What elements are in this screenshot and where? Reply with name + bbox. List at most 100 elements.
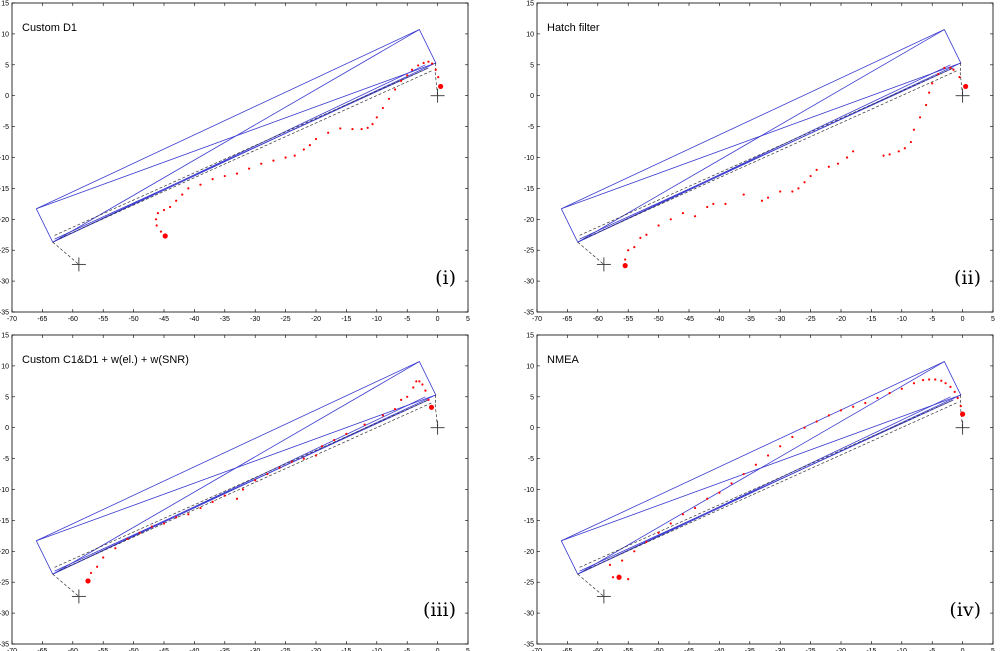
trajectory-point xyxy=(809,174,812,178)
reference-line xyxy=(434,404,438,428)
trajectory-point xyxy=(928,378,931,381)
x-tick-label: -55 xyxy=(98,316,108,323)
x-tick-label: -55 xyxy=(98,648,108,651)
y-tick-label: 15 xyxy=(1,1,9,8)
reference-line xyxy=(959,62,962,73)
reference-line xyxy=(59,70,433,239)
trajectory-point xyxy=(882,154,885,157)
y-tick-label: 15 xyxy=(1,333,9,340)
reference-line xyxy=(52,241,80,265)
trajectory-point xyxy=(211,500,214,503)
y-tick-label: -10 xyxy=(524,155,534,162)
trajectory-point xyxy=(958,76,961,79)
x-tick-label: -15 xyxy=(866,648,876,651)
trajectory-point xyxy=(912,128,916,131)
y-tick-label: -25 xyxy=(524,580,534,587)
chart-title: Hatch filter xyxy=(547,22,600,34)
y-tick-label: 10 xyxy=(1,363,9,370)
x-tick-label: -5 xyxy=(404,316,410,323)
y-tick-label: -25 xyxy=(0,248,9,255)
trajectory-point xyxy=(400,398,403,401)
trajectory-point xyxy=(621,559,624,562)
trajectory-point xyxy=(421,383,424,386)
trajectory-point xyxy=(235,172,239,175)
y-tick-label: -35 xyxy=(524,642,534,649)
trajectory-point xyxy=(417,64,420,67)
x-tick-label: 0 xyxy=(436,648,440,651)
route-diagonal xyxy=(52,361,420,575)
trajectory-point xyxy=(431,62,434,65)
trajectory-point xyxy=(260,162,263,165)
trajectory-point xyxy=(89,571,93,575)
trajectory-point xyxy=(633,246,636,249)
x-tick-label: -65 xyxy=(562,648,572,651)
y-tick-label: -30 xyxy=(0,611,9,618)
x-tick-label: -5 xyxy=(929,316,935,323)
trajectory-point xyxy=(175,516,178,519)
trajectory-point xyxy=(779,190,782,193)
trajectory-point xyxy=(138,531,141,534)
x-tick-label: -65 xyxy=(562,316,572,323)
trajectory-point xyxy=(434,68,437,71)
x-tick-label: -60 xyxy=(593,648,603,651)
trajectory-point xyxy=(175,199,178,202)
trajectory-point xyxy=(278,466,281,469)
trajectory-point xyxy=(406,74,409,77)
x-tick-label: -25 xyxy=(281,316,291,323)
y-tick-label: -5 xyxy=(528,124,534,131)
x-tick-label: -35 xyxy=(220,648,230,651)
trajectory-point xyxy=(718,491,721,494)
trajectory-point xyxy=(406,395,409,398)
y-tick-label: 10 xyxy=(1,31,9,38)
route-diagonal xyxy=(52,64,426,243)
x-tick-label: -50 xyxy=(129,648,139,651)
trajectory-point xyxy=(114,547,117,550)
route-diagonal xyxy=(577,64,951,243)
trajectory-point xyxy=(363,423,366,426)
trajectory-point xyxy=(424,389,427,392)
x-tick-label: -20 xyxy=(311,648,321,651)
chart-title: Custom C1&D1 + w(el.) + w(SNR) xyxy=(22,354,189,366)
route-diagonal xyxy=(54,399,429,572)
y-tick-label: -25 xyxy=(0,580,9,587)
trajectory-point xyxy=(803,181,806,184)
trajectory-point xyxy=(627,578,630,581)
trajectory-point xyxy=(657,224,660,227)
trajectory-point xyxy=(375,116,378,119)
x-tick-label: 5 xyxy=(991,648,995,651)
reference-line xyxy=(577,241,605,265)
y-tick-label: 10 xyxy=(526,31,534,38)
trajectory-point xyxy=(934,378,937,381)
trajectory-point xyxy=(254,479,257,482)
reference-line xyxy=(584,70,958,239)
y-tick-label: -35 xyxy=(0,642,9,649)
y-tick-label: 5 xyxy=(5,62,9,69)
trajectory-point xyxy=(845,156,849,159)
trajectory-point xyxy=(314,454,318,457)
end-point xyxy=(85,578,91,584)
panel-2: -70 -65 -60 -55 -50 -45 -40 -35 -30 -25 -20 -15 -10-… xyxy=(524,1,995,324)
x-tick-label: -10 xyxy=(372,316,382,323)
trajectory-point xyxy=(162,208,166,212)
trajectory-point xyxy=(410,68,414,71)
trajectory-point xyxy=(681,513,685,516)
trajectory-point xyxy=(827,165,830,168)
trajectory-point xyxy=(181,193,184,196)
x-tick-label: 0 xyxy=(436,316,440,323)
trajectory-point xyxy=(803,426,806,429)
x-tick-label: -15 xyxy=(341,648,351,651)
trajectory-point xyxy=(418,380,421,383)
trajectory-point xyxy=(223,174,226,178)
trajectory-point xyxy=(639,236,642,239)
trajectory-point xyxy=(199,183,202,186)
trajectory-point xyxy=(730,482,733,485)
y-tick-label: 15 xyxy=(526,1,534,8)
trajectory-point xyxy=(925,103,928,107)
trajectory-point xyxy=(223,494,226,497)
y-tick-label: -20 xyxy=(524,549,534,556)
route-diagonal xyxy=(579,399,954,572)
reference-line xyxy=(54,399,429,568)
trajectory-point xyxy=(943,66,946,69)
trajectory-point xyxy=(366,126,369,129)
